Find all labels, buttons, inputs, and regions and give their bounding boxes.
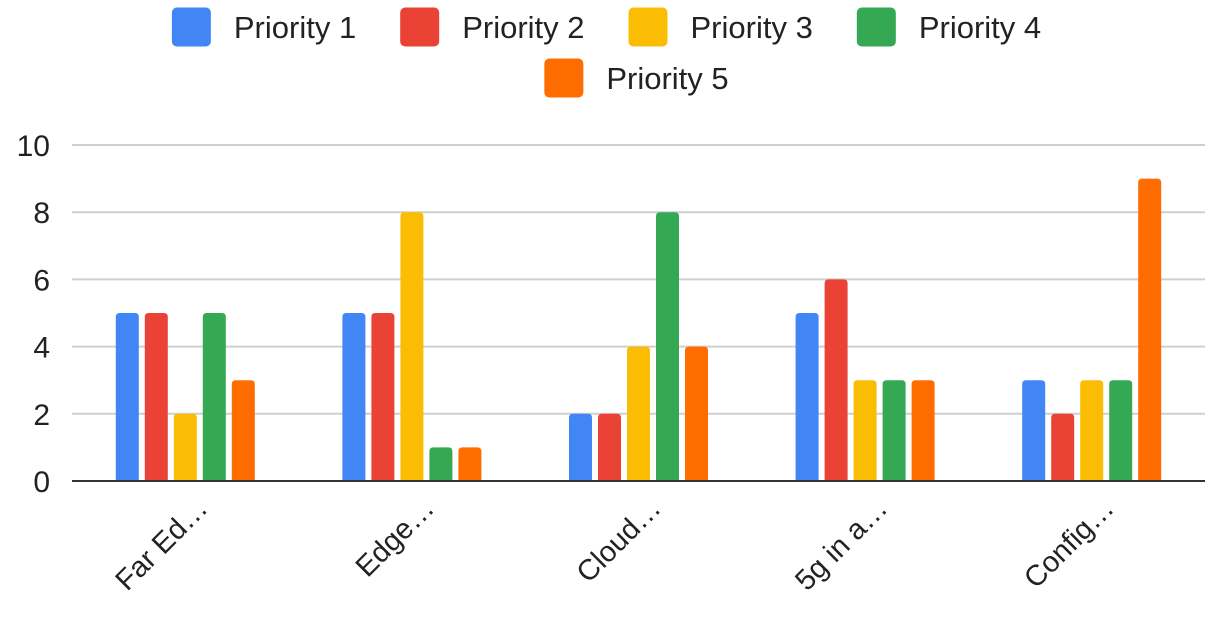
- x-tick-label: Edge…: [350, 492, 441, 583]
- bar-priority-2-edge: [371, 313, 395, 481]
- bar-priority-4-config: [1109, 380, 1133, 481]
- bar-priority-5-config: [1138, 178, 1162, 481]
- bar-priority-5-cloud: [685, 346, 708, 481]
- bar-priority-2-far-ed: [144, 313, 168, 481]
- legend-label: Priority 2: [462, 10, 584, 45]
- bar-priority-1-config: [1022, 380, 1046, 481]
- legend-swatch: [544, 58, 584, 98]
- y-tick-label: 0: [33, 466, 50, 499]
- bar-priority-2-config: [1051, 413, 1075, 481]
- bar-priority-2-5g-in-a: [824, 279, 848, 481]
- y-axis: 0 2 4 6 8 10: [17, 130, 50, 499]
- bar-priority-1-far-ed: [115, 313, 139, 481]
- legend-swatch: [171, 7, 211, 47]
- legend-swatch: [856, 7, 896, 47]
- y-tick-label: 8: [33, 197, 50, 230]
- bar-priority-4-5g-in-a: [882, 380, 906, 481]
- legend-label: Priority 5: [606, 61, 728, 96]
- y-tick-label: 6: [33, 264, 50, 297]
- bar-priority-1-5g-in-a: [795, 313, 819, 481]
- bar-priority-4-far-ed: [202, 313, 226, 481]
- bar-priority-3-cloud: [627, 346, 650, 481]
- legend-label: Priority 4: [919, 10, 1041, 45]
- legend-item-priority-5: Priority 5: [544, 58, 729, 98]
- gridlines: [72, 144, 1205, 415]
- legend-swatch: [628, 7, 668, 47]
- bar-priority-3-config: [1080, 380, 1104, 481]
- y-tick-label: 2: [33, 399, 50, 432]
- bar-priority-3-5g-in-a: [853, 380, 877, 481]
- bar-priority-2-cloud: [598, 413, 621, 481]
- legend-swatch: [400, 7, 440, 47]
- bars: [115, 178, 1162, 481]
- x-tick-label: 5g in a…: [789, 492, 894, 597]
- legend-item-priority-3: Priority 3: [628, 7, 813, 47]
- legend-item-priority-1: Priority 1: [171, 7, 356, 47]
- bar-priority-4-edge: [429, 447, 453, 481]
- bar-priority-3-far-ed: [173, 413, 197, 481]
- legend-label: Priority 1: [234, 10, 356, 45]
- x-axis: Far Ed… Edge… Cloud… 5g in a… Config…: [110, 492, 1121, 597]
- bar-priority-1-cloud: [569, 413, 592, 481]
- x-tick-label: Far Ed…: [110, 492, 215, 597]
- bar-priority-5-5g-in-a: [911, 380, 935, 481]
- bar-priority-4-cloud: [656, 212, 679, 481]
- legend-label: Priority 3: [691, 10, 813, 45]
- x-tick-label: Cloud…: [571, 492, 668, 589]
- x-tick-label: Config…: [1018, 492, 1120, 594]
- bar-priority-1-edge: [342, 313, 366, 481]
- legend-item-priority-2: Priority 2: [400, 7, 585, 47]
- bar-priority-5-edge: [458, 447, 482, 481]
- legend: Priority 1 Priority 2 Priority 3 Priority 4…: [171, 7, 1041, 98]
- bar-priority-5-far-ed: [231, 380, 255, 481]
- y-tick-label: 4: [33, 332, 50, 365]
- bar-priority-3-edge: [400, 212, 424, 481]
- legend-item-priority-4: Priority 4: [856, 7, 1041, 47]
- y-tick-label: 10: [17, 130, 50, 163]
